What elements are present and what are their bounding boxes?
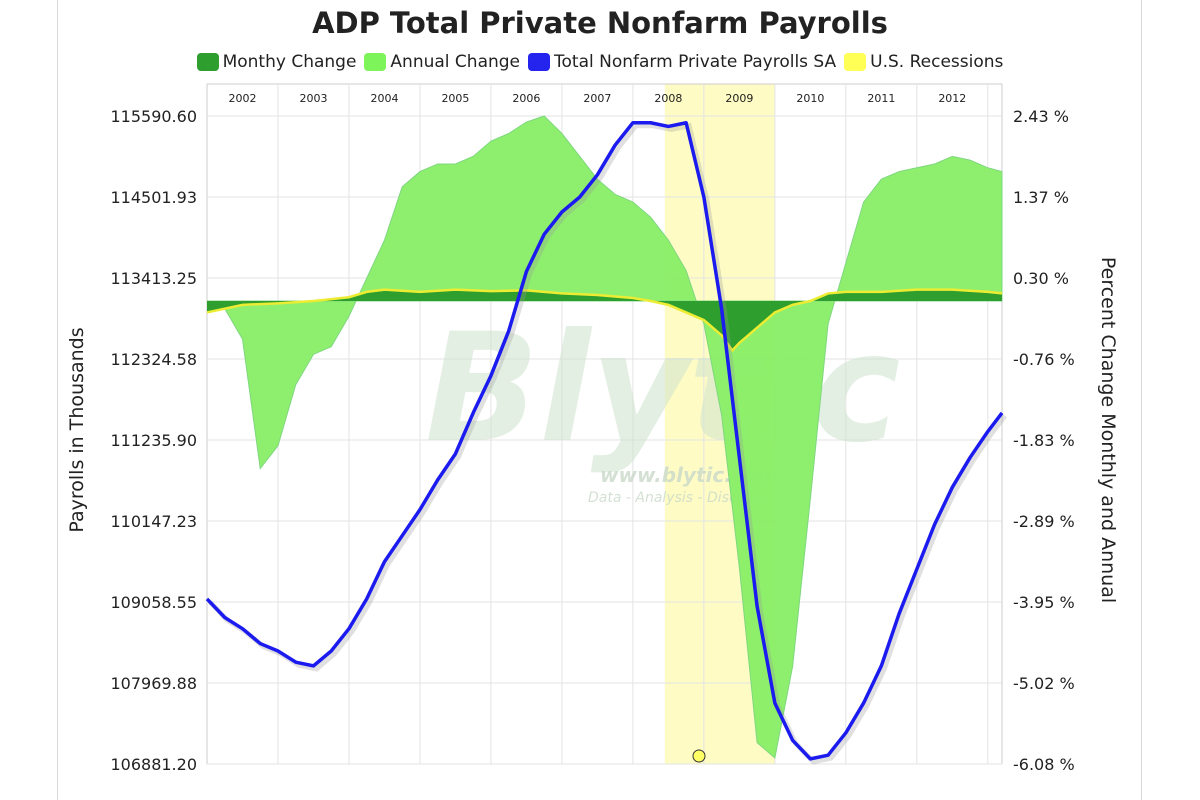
- legend-item-monthly[interactable]: Monthy Change: [196, 52, 357, 72]
- series-annual-change: [206, 115, 1003, 759]
- series-payrolls-shadow: [208, 122, 1007, 765]
- y-axis-right-title: Percent Change Monthly and Annual: [1097, 257, 1119, 603]
- year-label-2003: 2003: [299, 92, 327, 105]
- y-right-tick-5: -2.89 %: [1013, 512, 1075, 531]
- chart-frame: [57, 0, 1142, 800]
- legend-item-recessions[interactable]: U.S. Recessions: [844, 52, 1003, 72]
- watermark-logo: Blytic: [425, 302, 901, 476]
- y-right-tick-1: 1.37 %: [1013, 188, 1069, 207]
- y-left-tick-4: 111235.90: [110, 431, 197, 450]
- y-right-tick-2: 0.30 %: [1013, 269, 1069, 288]
- year-label-2006: 2006: [512, 92, 540, 105]
- legend-item-payrolls[interactable]: Total Nonfarm Private Payrolls SA: [528, 52, 836, 72]
- y-right-tick-8: -6.08 %: [1013, 755, 1075, 774]
- legend-swatch-recessions: [844, 53, 867, 71]
- year-label-2008: 2008: [654, 92, 682, 105]
- year-label-2009: 2009: [725, 92, 753, 105]
- year-label-2004: 2004: [370, 92, 398, 105]
- recession-marker-icon[interactable]: [692, 749, 706, 763]
- y-right-tick-3: -0.76 %: [1013, 350, 1075, 369]
- legend-label-annual: Annual Change: [390, 52, 521, 72]
- year-label-2007: 2007: [583, 92, 611, 105]
- year-label-2005: 2005: [441, 92, 469, 105]
- legend-swatch-monthly: [196, 53, 219, 71]
- year-label-2002: 2002: [228, 92, 256, 105]
- legend-label-payrolls: Total Nonfarm Private Payrolls SA: [554, 52, 837, 72]
- y-axis-left-title: Payrolls in Thousands: [66, 327, 88, 532]
- y-right-tick-6: -3.95 %: [1013, 593, 1075, 612]
- legend-label-recessions: U.S. Recessions: [870, 52, 1004, 72]
- chart-title: ADP Total Private Nonfarm Payrolls: [312, 6, 888, 40]
- y-left-tick-5: 110147.23: [110, 512, 197, 531]
- series-monthly-change-edge: [206, 288, 1003, 353]
- series-total-nonfarm-payrolls: [205, 120, 1004, 761]
- legend-swatch-annual: [364, 53, 387, 71]
- y-right-tick-4: -1.83 %: [1013, 431, 1075, 450]
- y-left-tick-0: 115590.60: [110, 107, 197, 126]
- y-left-tick-8: 106881.20: [110, 755, 197, 774]
- y-left-tick-2: 113413.25: [110, 269, 197, 288]
- year-label-2012: 2012: [938, 92, 966, 105]
- legend-item-annual[interactable]: Annual Change: [364, 52, 520, 72]
- y-left-tick-1: 114501.93: [110, 188, 197, 207]
- y-left-tick-7: 107969.88: [110, 674, 197, 693]
- year-label-2011: 2011: [867, 92, 895, 105]
- y-left-tick-3: 112324.58: [110, 350, 197, 369]
- legend-swatch-payrolls: [528, 53, 551, 71]
- y-left-tick-6: 109058.55: [110, 593, 197, 612]
- legend-label-monthly: Monthy Change: [222, 52, 357, 72]
- legend: Monthy Change Annual Change Total Nonfar…: [0, 52, 1200, 72]
- series-monthly-change: [207, 289, 1002, 351]
- y-right-tick-7: -5.02 %: [1013, 674, 1075, 693]
- year-label-2010: 2010: [796, 92, 824, 105]
- y-right-tick-0: 2.43 %: [1013, 107, 1069, 126]
